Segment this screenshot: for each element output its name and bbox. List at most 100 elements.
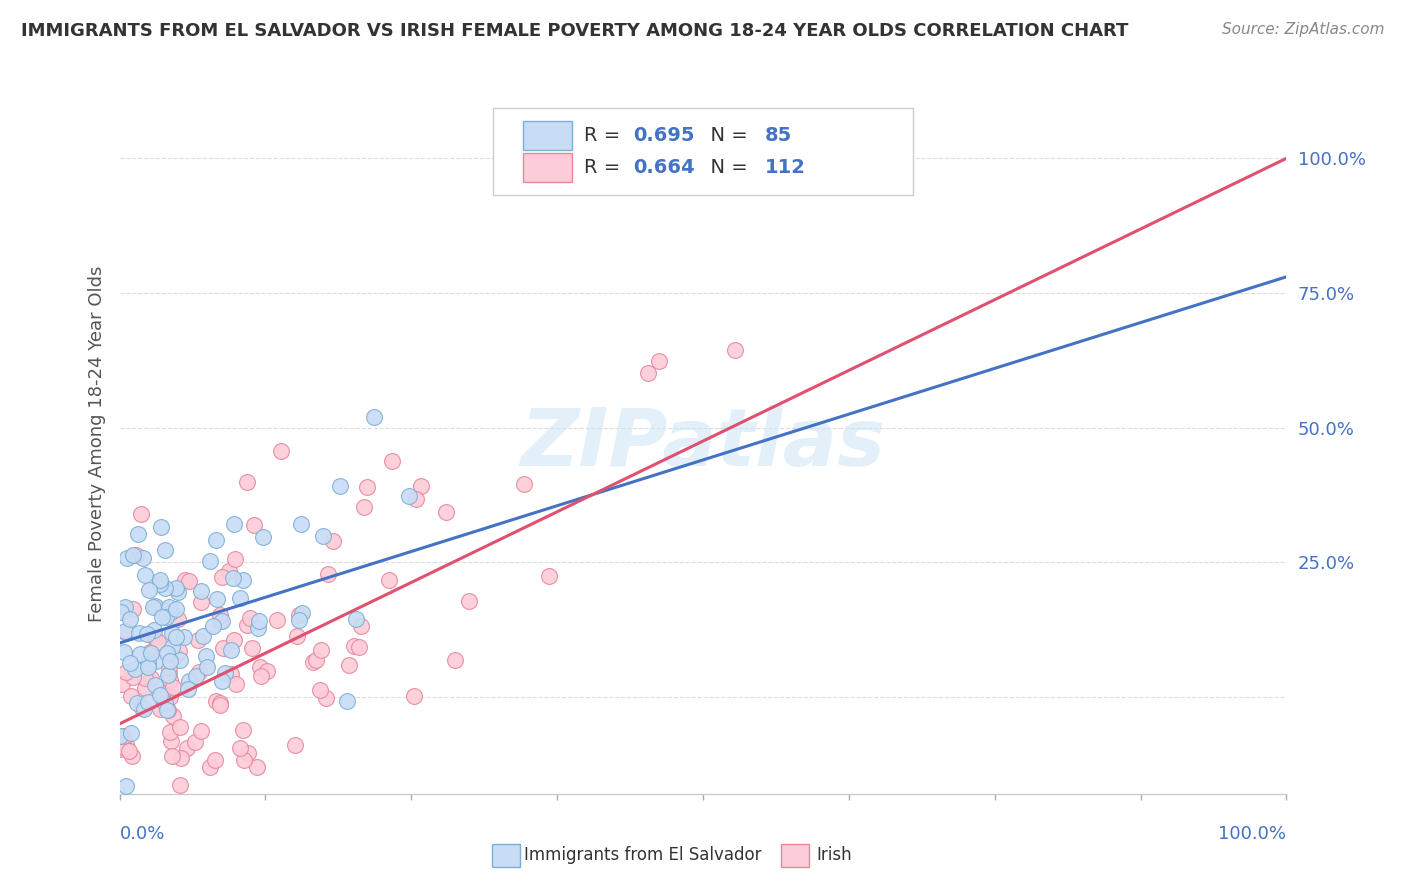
Point [108,729,131,743]
Point [290,516,312,531]
Point [174,574,197,588]
Point [167,643,190,657]
Point [229,741,252,756]
Point [159,725,181,739]
Text: R =: R = [583,158,627,178]
Point [232,723,254,738]
Point [218,564,240,578]
Text: R =: R = [583,126,627,145]
Point [250,669,273,683]
Point [219,643,242,657]
Point [141,599,163,614]
Point [198,760,221,774]
Text: N =: N = [699,126,755,145]
Point [381,454,404,468]
Point [194,648,217,663]
Point [159,673,181,687]
Point [122,670,145,684]
Point [159,654,181,668]
Point [513,476,536,491]
Point [169,720,191,734]
Point [287,607,309,622]
Point [291,606,314,620]
Point [162,708,184,723]
Point [143,678,166,692]
Point [156,703,179,717]
Point [143,599,166,613]
Point [143,624,166,638]
Point [209,607,232,622]
Point [288,613,311,627]
Point [179,673,201,688]
Point [145,654,167,668]
Point [118,744,141,758]
Point [135,627,157,641]
Point [243,517,266,532]
Point [443,653,465,667]
FancyBboxPatch shape [492,845,520,867]
Point [222,632,245,647]
FancyBboxPatch shape [782,845,810,867]
Point [252,530,274,544]
Text: 85: 85 [765,126,792,145]
Point [120,689,142,703]
Point [122,549,145,563]
Point [337,657,360,672]
Point [176,741,198,756]
Point [156,824,179,838]
Point [114,600,136,615]
Point [233,753,256,767]
FancyBboxPatch shape [494,108,912,195]
Point [157,703,180,717]
Point [132,702,155,716]
Point [215,850,238,864]
Point [302,656,325,670]
Text: 0.0%: 0.0% [120,825,165,844]
Point [112,730,135,744]
Point [125,696,148,710]
Point [322,533,344,548]
Point [309,643,332,657]
Point [204,753,226,767]
Point [190,723,212,738]
Point [404,689,426,703]
Point [211,673,233,688]
Point [132,551,155,566]
Point [108,742,131,756]
Point [240,641,263,656]
Point [153,542,176,557]
Point [114,741,136,756]
Text: 112: 112 [765,158,806,178]
Point [115,551,138,566]
Point [156,668,179,682]
Point [214,666,236,681]
Point [149,702,172,716]
Point [114,625,136,640]
Point [198,554,221,568]
Point [343,639,366,653]
Point [150,610,173,624]
Point [170,751,193,765]
Point [139,645,162,659]
Point [239,610,262,624]
Text: ZIPatlas: ZIPatlas [520,405,886,483]
Point [124,662,146,676]
Point [311,529,333,543]
Point [256,664,278,678]
Point [166,612,188,626]
Point [184,669,207,683]
Point [169,778,191,792]
Point [349,619,371,633]
Point [238,746,260,760]
Text: 0.664: 0.664 [633,158,695,178]
Point [195,831,218,846]
Point [363,410,385,425]
Point [120,657,142,671]
Point [344,612,367,626]
Point [648,354,671,368]
Text: 100.0%: 100.0% [1219,825,1286,844]
Point [202,619,225,633]
Point [165,828,187,842]
Point [134,568,156,582]
Point [155,581,177,595]
